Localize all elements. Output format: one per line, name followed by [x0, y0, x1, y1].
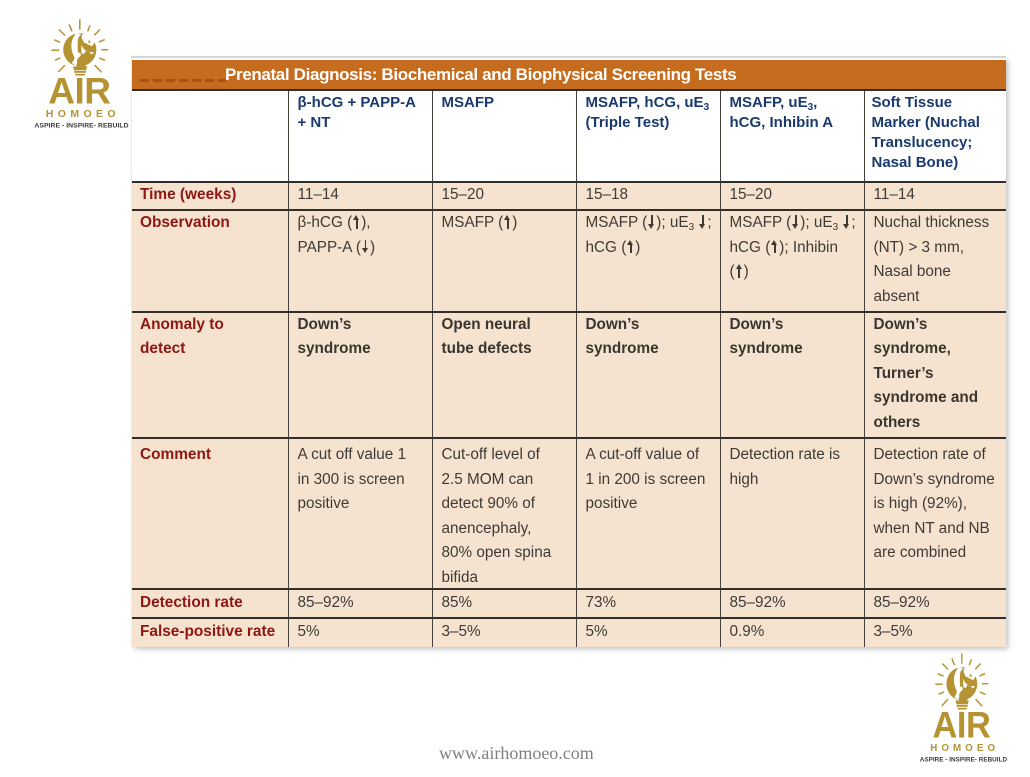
svg-text:HOMOEO: HOMOEO [46, 108, 120, 120]
svg-text:AIR: AIR [48, 71, 110, 112]
svg-text:ASPIRE - INSPIRE- REBUILD: ASPIRE - INSPIRE- REBUILD [34, 123, 128, 130]
